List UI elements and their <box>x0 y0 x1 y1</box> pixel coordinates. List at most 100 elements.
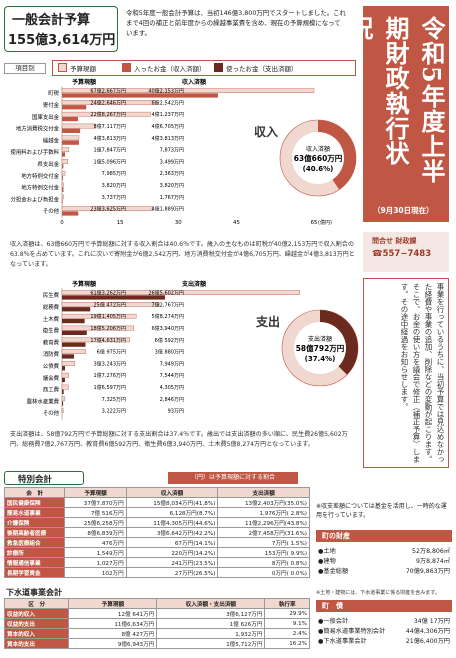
income-bar <box>62 187 64 192</box>
actual-value: 6億 592万円 <box>155 337 184 344</box>
budget-value: 1億6,597万円 <box>94 384 127 391</box>
budget-value: 8億7,117万円 <box>94 123 127 130</box>
budget-value: 1億5,096万円 <box>94 158 127 165</box>
pie-label: 収入済額 <box>306 145 330 153</box>
actual-value: 3億 880万円 <box>155 349 184 356</box>
table-row: 情報通信事業 1,027万円 241万円(23.5%) 8万円( 0.8%) <box>3 557 310 568</box>
row-label: 消防費 <box>43 350 60 358</box>
actual-value: 6億2,542万円 <box>152 99 185 106</box>
table-cell: 11億4,305万円(44.6%) <box>125 517 219 528</box>
list-value: 70億9,863万円 <box>405 568 450 575</box>
table-row: 収益的支出 11億6,634万円 1億 626万円 9.1% <box>3 618 310 629</box>
row-label: 教育費 <box>43 338 60 346</box>
row-label: 民生費 <box>43 291 60 299</box>
table-header: 支出済額 <box>217 487 310 498</box>
table-cell: 1,932万円 <box>156 628 266 639</box>
table-cell: 8万円( 0.8%) <box>217 557 310 568</box>
actual-value: 7億2,767万円 <box>152 301 185 308</box>
row-label: 寄付金 <box>43 101 60 109</box>
pie-title: 収入 <box>254 125 278 139</box>
budget-bar <box>61 361 76 366</box>
actual-value: 4億6,705万円 <box>152 123 185 130</box>
table-cell: 11億6,634万円 <box>68 618 158 629</box>
budget-bar <box>61 147 70 153</box>
legend-spent: 使ったお金（支出済額） <box>226 65 298 73</box>
legend-swatch-income <box>122 63 131 72</box>
expenditure-note: 支出済額は、58億792万円で予算総額に対する支出割合は37.4％です。歳出では… <box>10 431 348 448</box>
title-panel: 令和5年度上半期財政執行状況 （9月30日現在） <box>345 6 449 222</box>
budget-bar <box>61 302 160 307</box>
row-label: 分担金および負担金 <box>10 195 59 203</box>
budget-value: 3億3,243万円 <box>94 360 127 367</box>
table-cell: 153万円( 9.9%) <box>217 547 310 558</box>
row-label: 県支出金 <box>37 160 59 168</box>
actual-value: 40億2,153万円 <box>148 88 184 95</box>
pie-pct: (37.4%) <box>305 355 336 363</box>
row-label: 町税 <box>48 89 59 97</box>
budget-bar <box>61 123 96 129</box>
budget-bar <box>61 206 153 212</box>
tick-label: 0 <box>60 220 64 226</box>
spent-bar <box>62 318 85 324</box>
budget-bar <box>61 135 80 141</box>
legend-swatch-budget <box>58 63 67 72</box>
row-name: 情報通信事業 <box>3 557 66 568</box>
table-cell: 13億2,403万円(35.0%) <box>217 497 310 508</box>
table-cell: 241万円(23.5%) <box>125 557 219 568</box>
table-header: 予算現額 <box>68 598 158 609</box>
debt-heading: 町 債 <box>316 600 452 612</box>
table-row: 救急医療組合 476万円 67万円(14.1%) 7万円( 1.5%) <box>3 537 310 548</box>
row-label: 土木費 <box>43 315 60 323</box>
table-cell: 1,027万円 <box>64 557 127 568</box>
actual-value: 7,544万円 <box>160 373 184 379</box>
table-cell: 6,128万円(8.7%) <box>125 507 219 518</box>
special-note: （円）は予算現額に対する割合 <box>168 472 298 484</box>
legend-income: 入ったお金（収入済額） <box>134 65 206 73</box>
budget-value: 61億3,262万円 <box>90 290 126 297</box>
budget-value: 3,222万円 <box>102 409 126 415</box>
income-bar <box>62 140 79 145</box>
actual-value: 3,499万円 <box>160 159 184 165</box>
budget-value: 4億3,813万円 <box>94 135 127 142</box>
table-cell: 7万円( 1.5%) <box>217 537 310 548</box>
budget-bar <box>61 337 130 343</box>
budget-value: 7,325万円 <box>102 397 126 403</box>
budget-bar <box>61 325 135 331</box>
pie-title: 支出 <box>255 314 280 329</box>
budget-value: 18億5,206万円 <box>90 325 126 332</box>
budget-value: 24億2,646万円 <box>90 99 126 106</box>
list-value: 21億6,400万円 <box>405 638 450 645</box>
asset-list: ●土地 52万8,806㎡ ●建物 9万8,874㎡ ●基金総額 70億9,863万円 <box>318 546 450 576</box>
table-cell: 8億 427万円 <box>68 628 158 639</box>
budget-value: 22億8,267万円 <box>90 111 126 118</box>
actual-value: 2,363万円 <box>160 171 184 177</box>
asset-item: ●建物 9万8,874㎡ <box>318 556 450 566</box>
pie-amount: 58億792万円 <box>296 343 345 353</box>
table-cell: 8億6,839万円 <box>64 527 127 538</box>
contact-phone: ☎557−7483 <box>372 249 432 259</box>
actual-value: 4億3,813万円 <box>152 135 185 142</box>
pie-hole <box>292 132 344 184</box>
table-row: 収益的収入 12億 641万円 3億6,127万円 29.9% <box>3 608 310 619</box>
row-name: 資本的支出 <box>3 638 70 649</box>
main-title: 令和5年度上半期財政執行状況 <box>345 16 446 184</box>
table-cell: 102万円 <box>64 567 127 578</box>
table-cell: 12億 641万円 <box>68 608 158 619</box>
budget-value: 19億1,405万円 <box>90 313 126 320</box>
actual-value: 7,949万円 <box>160 361 184 367</box>
row-label: その他 <box>43 409 60 417</box>
row-label: 総務費 <box>43 303 60 311</box>
row-name: 介護保険 <box>3 517 66 528</box>
income-bar <box>62 128 81 133</box>
tick-label: 65 <box>311 220 318 226</box>
table-row: 長期学習資金 102万円 27万円(26.5%) 0万円( 0.0%) <box>3 567 310 578</box>
budget-value: 3,820万円 <box>102 183 126 189</box>
col-head-actual: 収入済額 <box>182 78 206 86</box>
row-label: 繰越金 <box>43 136 60 144</box>
table-row: 資本的収入 8億 427万円 1,932万円 2.4% <box>3 628 310 639</box>
row-name: 診療所 <box>3 547 66 558</box>
table-cell: 67万円(14.1%) <box>125 537 219 548</box>
spent-bar <box>62 342 86 347</box>
table-row: 後期高齢者医療 8億6,839万円 3億6,642万円(42.2%) 2億7,458万… <box>3 527 310 538</box>
